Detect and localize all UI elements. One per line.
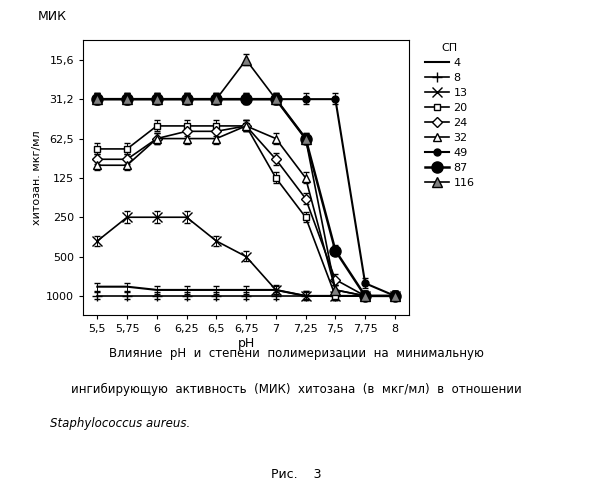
X-axis label: pH: pH [237, 337, 255, 350]
Text: МИК: МИК [37, 10, 66, 24]
Text: Staphylococcus aureus.: Staphylococcus aureus. [50, 418, 191, 430]
Text: Влияние  pH  и  степени  полимеризации  на  минимальную: Влияние pH и степени полимеризации на ми… [109, 348, 484, 360]
Y-axis label: хитозан. мкг/мл: хитозан. мкг/мл [32, 130, 42, 225]
Text: ингибирующую  активность  (МИК)  хитозана  (в  мкг/мл)  в  отношении: ингибирующую активность (МИК) хитозана (… [71, 382, 522, 396]
Text: Рис.    3: Рис. 3 [271, 468, 322, 480]
Legend: 4, 8, 13, 20, 24, 32, 49, 87, 116: 4, 8, 13, 20, 24, 32, 49, 87, 116 [425, 43, 474, 188]
